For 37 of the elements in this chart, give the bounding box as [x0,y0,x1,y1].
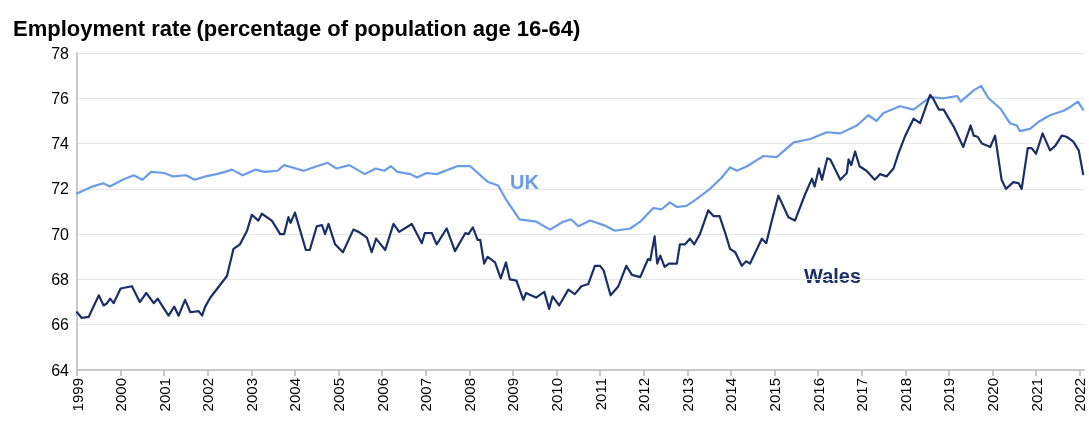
x-tick-label: 2013 [678,378,696,412]
x-tick-label: 2019 [940,378,958,412]
x-tick-label: 2012 [635,378,653,412]
x-tick-label: 2022 [1071,378,1089,412]
x-tick-label: 2011 [591,378,609,411]
x-tick-label: 2021 [1027,378,1045,412]
x-tick-label: 2000 [112,378,130,412]
x-tick-label: 2006 [373,378,391,412]
series-label: UK [510,171,540,193]
chart-subtitle: (percentage of population age 16-64) [196,15,581,41]
y-tick-label: 64 [51,361,70,379]
x-tick-label: 2007 [417,378,435,412]
x-tick-label: 2004 [286,378,304,412]
x-tick-label: 2017 [853,378,871,412]
x-tick-label: 2014 [722,378,740,412]
x-tick-label: 2015 [765,378,783,412]
y-tick-label: 68 [51,270,70,288]
chart-title: Employment rate [13,15,192,41]
x-tick-label: 1999 [68,378,86,412]
x-tick-label: 2002 [199,378,217,412]
y-tick-label: 66 [51,316,70,334]
x-tick-label: 2003 [242,378,260,412]
x-tick-label: 2005 [330,378,348,412]
line-series [75,93,1085,320]
x-tick-label: 2020 [983,378,1001,412]
line-series [75,84,1085,232]
y-tick-label: 72 [51,180,70,198]
y-tick-label: 74 [51,135,70,153]
y-tick-label: 70 [51,225,70,243]
x-tick-label: 2001 [155,378,173,412]
x-tick-label: 2008 [460,378,478,412]
y-tick-label: 78 [51,44,70,62]
x-tick-label: 2010 [548,378,566,412]
x-tick-label: 2009 [504,378,522,412]
x-tick-label: 2016 [809,378,827,412]
x-tick-label: 2018 [896,378,914,412]
y-tick-label: 76 [51,89,70,107]
